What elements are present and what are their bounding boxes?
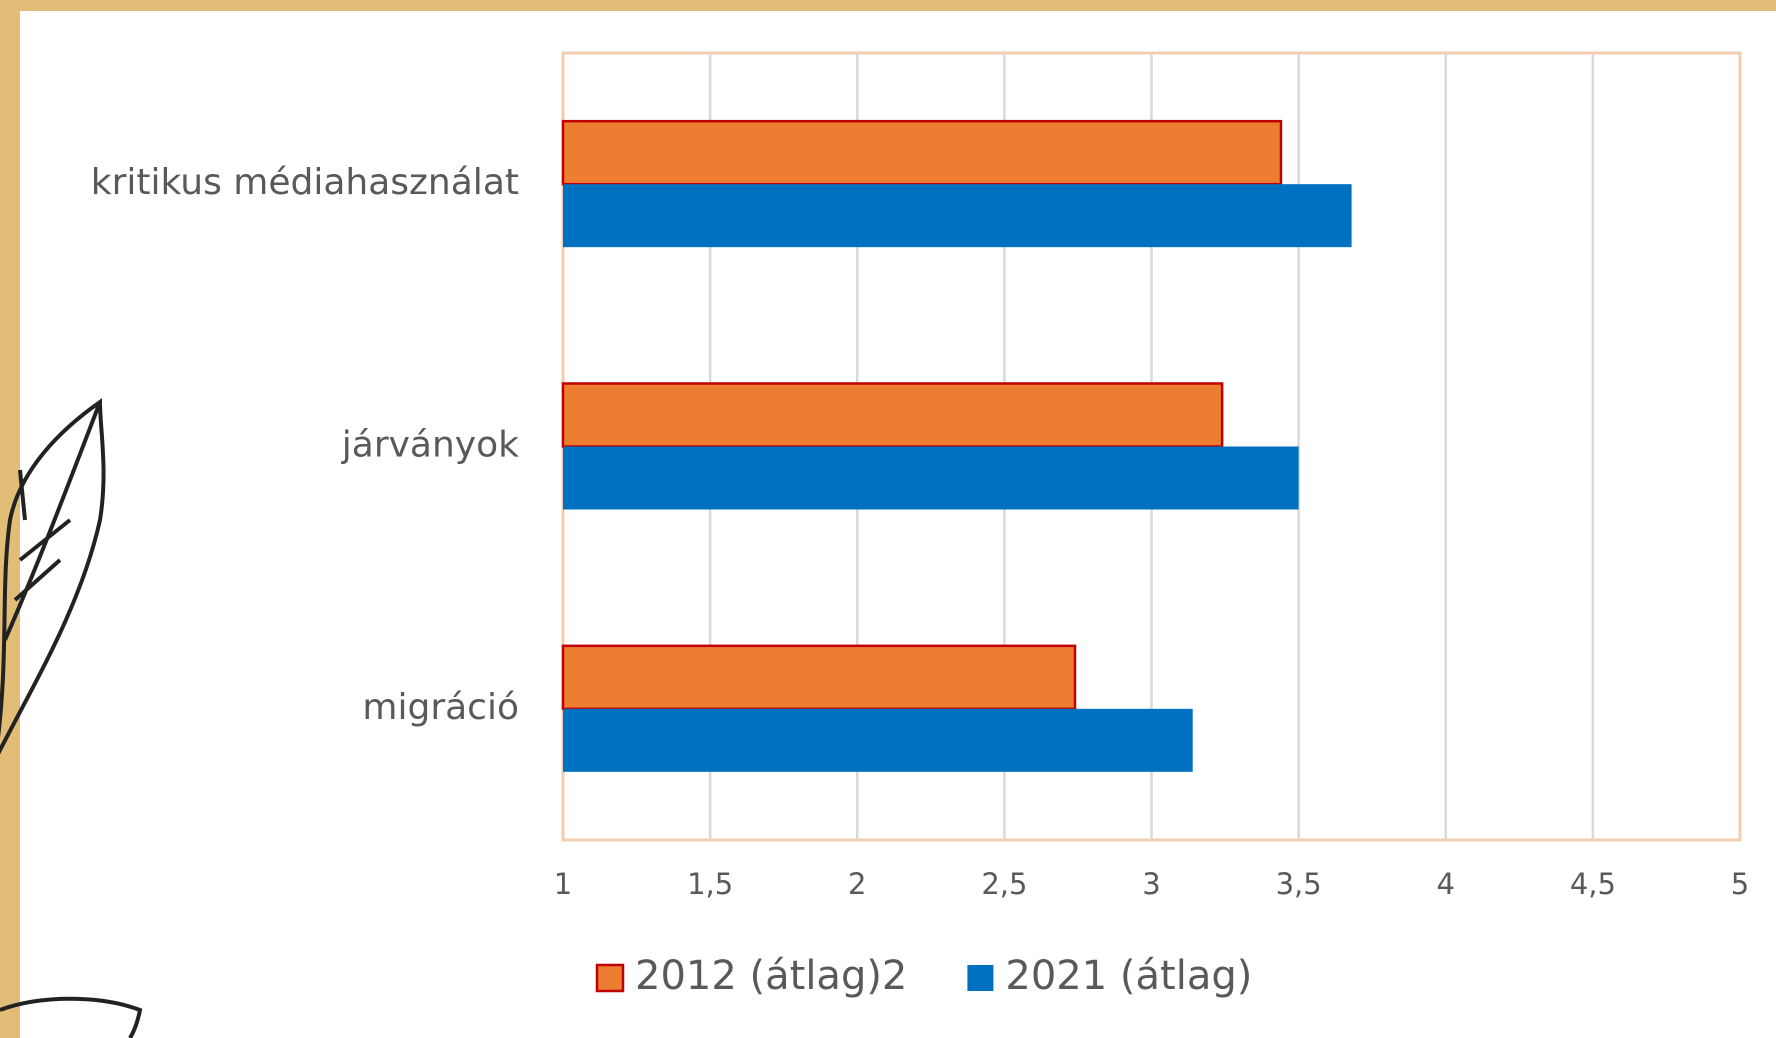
legend-swatch xyxy=(595,963,625,993)
legend-label: 2012 (átlag)2 xyxy=(635,953,907,999)
bar xyxy=(563,446,1299,510)
legend-swatch xyxy=(967,965,994,991)
y-tick-label: migráció xyxy=(362,687,519,728)
legend-label: 2021 (átlag) xyxy=(1005,953,1252,999)
x-tick-label: 3 xyxy=(1142,867,1160,901)
bar xyxy=(561,644,1077,711)
x-tick-label: 1 xyxy=(554,867,572,901)
y-tick-label: kritikus médiahasználat xyxy=(91,162,519,203)
y-tick-label: járványok xyxy=(341,425,519,466)
bar xyxy=(563,708,1193,772)
bar xyxy=(561,119,1283,186)
x-tick-label: 1,5 xyxy=(687,867,733,901)
x-tick-label: 2 xyxy=(848,867,866,901)
x-tick-label: 4,5 xyxy=(1570,867,1616,901)
x-tick-label: 3,5 xyxy=(1276,867,1322,901)
x-tick-label: 4 xyxy=(1437,867,1455,901)
frame-top xyxy=(0,0,1776,11)
x-tick-label: 2,5 xyxy=(981,867,1027,901)
x-tick-label: 5 xyxy=(1731,867,1749,901)
leaf-decoration xyxy=(0,398,143,1038)
bar xyxy=(563,184,1352,248)
bar xyxy=(561,382,1224,448)
